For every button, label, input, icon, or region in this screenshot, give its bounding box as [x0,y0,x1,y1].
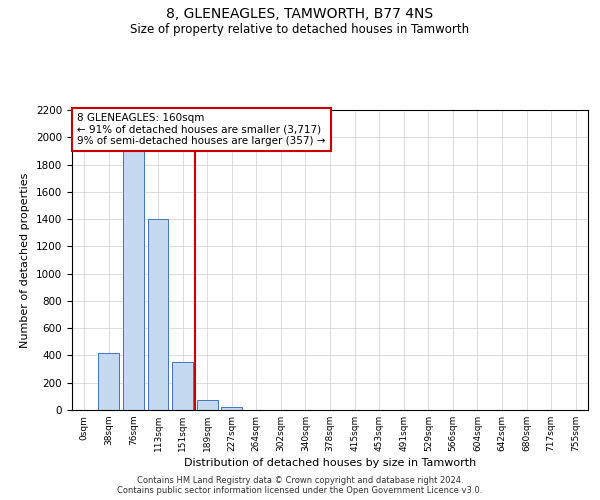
Y-axis label: Number of detached properties: Number of detached properties [20,172,31,348]
Text: Contains HM Land Registry data © Crown copyright and database right 2024.
Contai: Contains HM Land Registry data © Crown c… [118,476,482,495]
Text: 8, GLENEAGLES, TAMWORTH, B77 4NS: 8, GLENEAGLES, TAMWORTH, B77 4NS [166,8,434,22]
Bar [172,362,193,410]
Text: Distribution of detached houses by size in Tamworth: Distribution of detached houses by size … [184,458,476,468]
Text: Size of property relative to detached houses in Tamworth: Size of property relative to detached ho… [130,22,470,36]
Bar [123,151,144,410]
Bar [148,219,169,410]
Text: 8 GLENEAGLES: 160sqm
← 91% of detached houses are smaller (3,717)
9% of semi-det: 8 GLENEAGLES: 160sqm ← 91% of detached h… [77,113,326,146]
Bar [98,352,119,410]
Bar [221,408,242,410]
Bar [197,400,218,410]
